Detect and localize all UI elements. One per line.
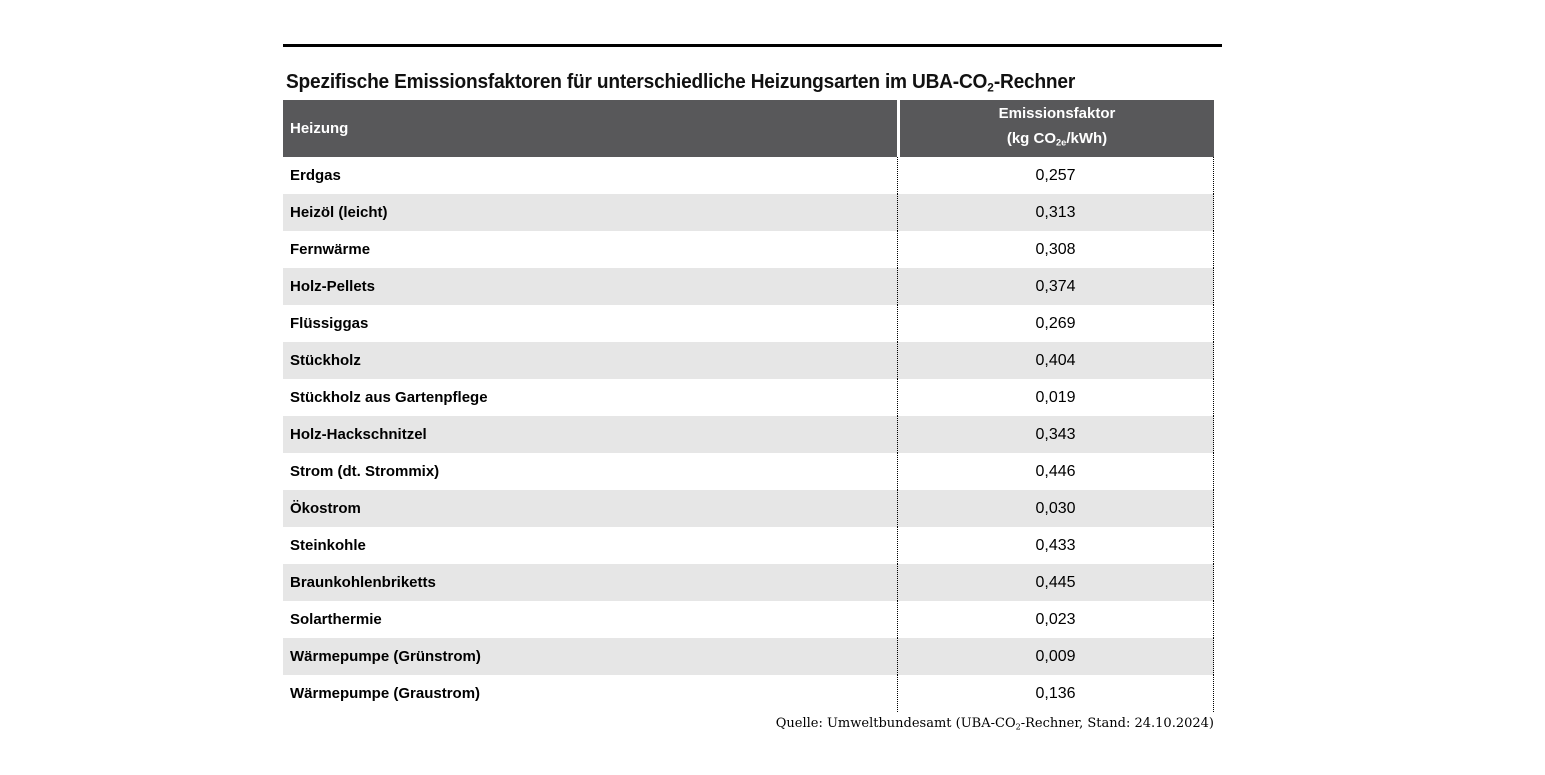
emission-factor-value: 0,269 [897,305,1214,342]
source-prefix: Quelle: Umweltbundesamt (UBA-CO [775,716,1016,731]
emission-factor-value: 0,009 [897,638,1214,675]
table-row: Holz-Pellets 0,374 [283,268,1214,305]
heating-type-label: Braunkohlenbriketts [290,574,436,591]
table-row: Stückholz 0,404 [283,342,1214,379]
table-row: Steinkohle 0,433 [283,527,1214,564]
emission-factor-value: 0,374 [897,268,1214,305]
table-row: Braunkohlenbriketts 0,445 [283,564,1214,601]
page-title-text: Spezifische Emissionsfaktoren für unters… [286,71,988,94]
emission-factor-value: 0,343 [897,416,1214,453]
emission-factor-value: 0,257 [897,157,1214,194]
page-title: Spezifische Emissionsfaktoren für unters… [286,71,1203,94]
emission-factors-table: Heizung Emissionsfaktor (kg CO2e/kWh) Er… [283,100,1214,712]
heating-type-label: Wärmepumpe (Grünstrom) [290,648,481,665]
table-row: Wärmepumpe (Graustrom) 0,136 [283,675,1214,712]
source-subscript: 2 [1015,722,1021,732]
table-row: Ökostrom 0,030 [283,490,1214,527]
source-note: Quelle: Umweltbundesamt (UBA-CO2-Rechner… [283,716,1214,731]
table-row: Strom (dt. Strommix) 0,446 [283,453,1214,490]
emission-factor-value: 0,136 [897,675,1214,712]
table-header-row: Heizung Emissionsfaktor (kg CO2e/kWh) [283,100,1214,157]
page-title-suffix: -Rechner [993,71,1076,94]
column-header-emissionsfaktor-label: Emissionsfaktor [998,105,1116,123]
emission-factor-value: 0,019 [897,379,1214,416]
heating-type-label: Ökostrom [290,500,361,517]
emission-factor-value: 0,433 [897,527,1214,564]
heating-type-label: Holz-Hackschnitzel [290,426,427,443]
unit-prefix: (kg CO [1006,130,1056,148]
source-suffix: -Rechner, Stand: 24.10.2024) [1020,716,1214,731]
emission-factor-value: 0,446 [897,453,1214,490]
table-row: Solarthermie 0,023 [283,601,1214,638]
unit-subscript: 2e [1056,137,1067,148]
page-title-subscript: 2 [987,80,994,95]
table-row: Heizöl (leicht) 0,313 [283,194,1214,231]
emission-factor-value: 0,030 [897,490,1214,527]
emission-factor-value: 0,404 [897,342,1214,379]
table-row: Flüssiggas 0,269 [283,305,1214,342]
heating-type-label: Holz-Pellets [290,278,376,295]
heating-type-label: Stückholz aus Gartenpflege [290,389,488,406]
emission-factor-value: 0,023 [897,601,1214,638]
header-column-gap [897,100,900,157]
heating-type-label: Steinkohle [290,537,366,554]
heating-type-label: Fernwärme [290,241,371,258]
heating-type-label: Solarthermie [290,611,382,628]
table-row: Holz-Hackschnitzel 0,343 [283,416,1214,453]
heating-type-label: Strom (dt. Strommix) [290,463,440,480]
column-header-unit: (kg CO2e/kWh) [1007,126,1107,156]
heating-type-label: Stückholz [290,352,361,369]
heating-type-label: Wärmepumpe (Graustrom) [290,685,481,702]
table-row: Stückholz aus Gartenpflege 0,019 [283,379,1214,416]
unit-suffix: /kWh) [1066,130,1108,148]
table-row: Fernwärme 0,308 [283,231,1214,268]
table-row: Wärmepumpe (Grünstrom) 0,009 [283,638,1214,675]
table-row: Erdgas 0,257 [283,157,1214,194]
column-header-emissionsfaktor: Emissionsfaktor (kg CO2e/kWh) [900,100,1214,157]
table-body: Erdgas 0,257 Heizöl (leicht) 0,313 Fernw… [283,157,1214,712]
emission-factor-value: 0,445 [897,564,1214,601]
heating-type-label: Heizöl (leicht) [290,204,388,221]
title-top-rule [283,44,1222,47]
heating-type-label: Erdgas [290,167,341,184]
column-header-heizung: Heizung [283,100,897,157]
emission-factor-value: 0,313 [897,194,1214,231]
emission-factor-value: 0,308 [897,231,1214,268]
heating-type-label: Flüssiggas [290,315,369,332]
